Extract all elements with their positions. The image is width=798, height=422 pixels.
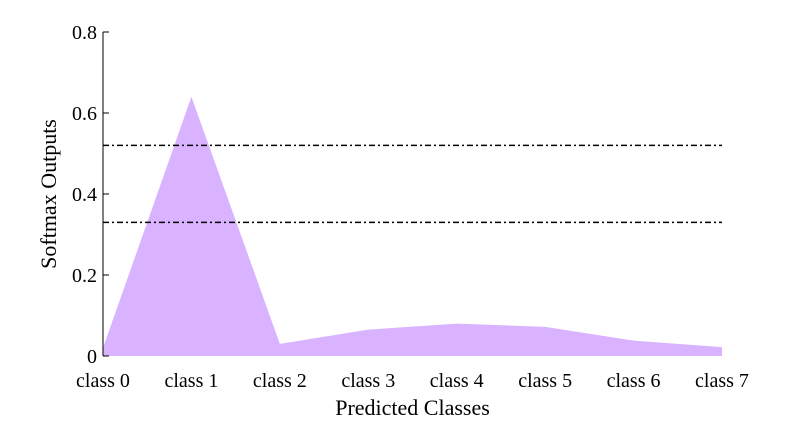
x-tick-label: class 2 — [253, 370, 307, 392]
x-tick-label: class 0 — [76, 370, 130, 392]
x-tick-label: class 7 — [695, 370, 749, 392]
plot-area — [102, 96, 723, 357]
x-tick-label: class 4 — [430, 370, 484, 392]
y-axis-title: Softmax Outputs — [36, 119, 61, 269]
x-axis-title: Predicted Classes — [335, 395, 490, 420]
y-tick-label: 0 — [87, 346, 97, 368]
y-ticks: 0 0.2 0.4 0.6 0.8 — [72, 22, 109, 368]
y-tick-label: 0.8 — [72, 22, 97, 44]
y-tick-label: 0.6 — [72, 103, 97, 125]
y-tick-label: 0.4 — [72, 184, 97, 206]
area-series-0 — [103, 96, 722, 357]
x-tick-label: class 6 — [607, 370, 661, 392]
x-tick-label: class 1 — [164, 370, 218, 392]
x-tick-label: class 5 — [518, 370, 572, 392]
y-tick-label: 0.2 — [72, 265, 97, 287]
x-tick-label: class 3 — [341, 370, 395, 392]
x-ticks: class 0 class 1 class 2 class 3 class 4 class… — [76, 370, 749, 392]
